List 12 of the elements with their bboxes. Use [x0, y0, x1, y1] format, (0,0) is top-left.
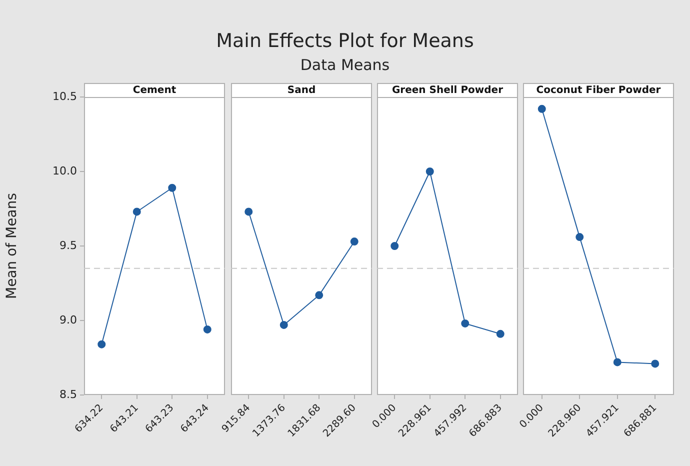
text: Data Means: [299, 56, 391, 74]
text: Main Effects Plot for Means: [215, 30, 475, 52]
chart-title: Sand: [287, 85, 316, 96]
y-tick-label: 9.0: [60, 313, 77, 326]
y-tick-label: 10.0: [52, 164, 77, 178]
chart-title: Coconut Fiber Powder: [536, 85, 661, 96]
y-tick-label: 10.5: [52, 90, 77, 103]
chart-title: Green Shell Powder: [392, 85, 504, 96]
y-tick-label: 8.5: [60, 388, 77, 401]
y-tick-label: 9.5: [60, 238, 77, 252]
y-axis-title: Mean of Means: [4, 193, 20, 299]
chart-title: Cement: [132, 85, 176, 96]
